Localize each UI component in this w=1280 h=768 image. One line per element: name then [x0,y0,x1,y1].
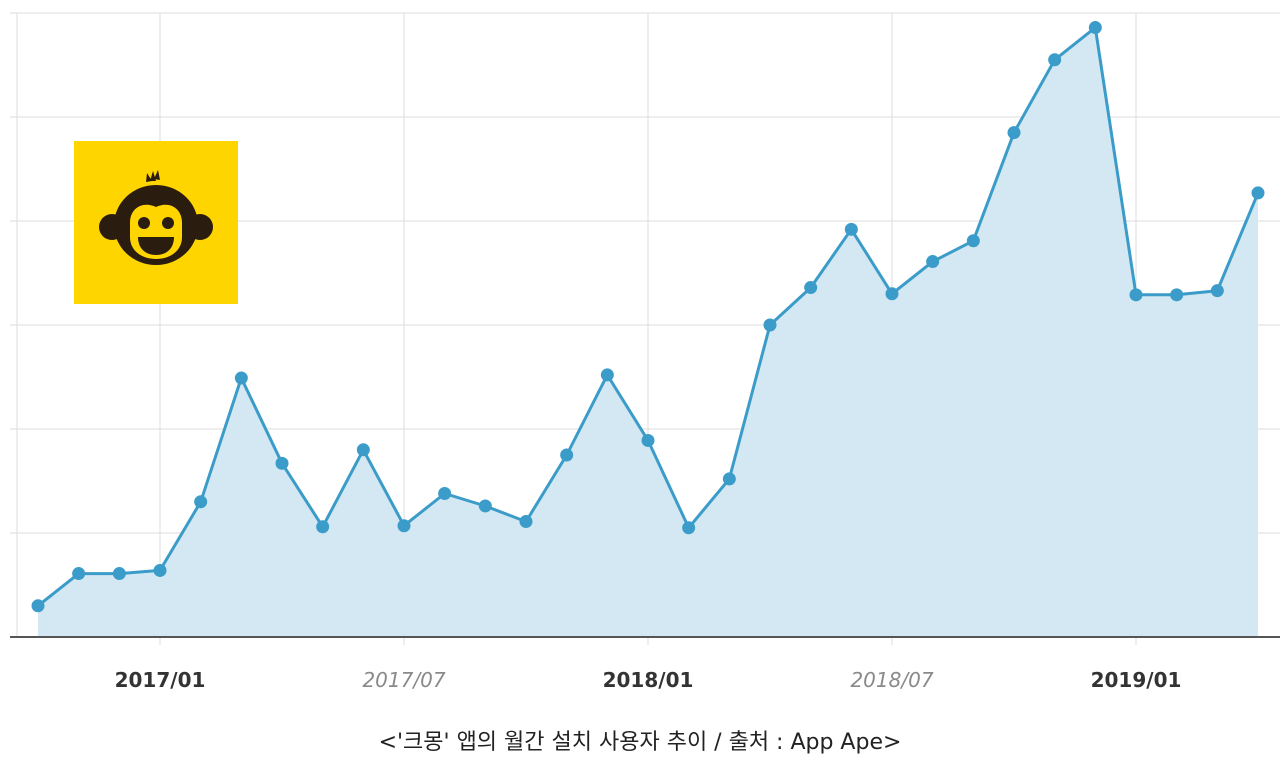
data-point [600,368,614,382]
data-point [1251,186,1265,200]
data-point [1007,126,1021,140]
x-tick-label: 2018/07 [850,668,933,692]
data-point [194,495,208,509]
data-points [31,21,1265,613]
x-tick-label: 2017/01 [115,668,206,692]
data-point [1170,288,1184,302]
data-point [682,521,696,535]
data-point [519,515,533,529]
data-point [397,519,411,533]
data-point [966,234,980,248]
data-point [275,456,289,470]
data-point [1088,21,1102,35]
data-point [234,371,248,385]
data-point [844,222,858,236]
data-point [1129,288,1143,302]
data-point [926,255,940,269]
area-fill [38,27,1258,638]
data-point [1210,284,1224,298]
data-point [316,520,330,534]
data-point [31,599,45,613]
data-point [356,443,370,457]
x-tick-labels: 2017/01 2017/07 2018/01 2018/07 2019/01 [115,668,1182,692]
data-point [1048,53,1062,67]
data-point [722,472,736,486]
monkey-face-icon [74,141,238,304]
data-point [885,287,899,301]
data-point [560,448,574,462]
install-trend-chart: 2017/01 2017/07 2018/01 2018/07 2019/01 [10,12,1280,692]
data-point [478,499,492,513]
data-point [763,318,777,332]
data-point [438,486,452,500]
data-point [112,567,126,581]
x-tick-label: 2019/01 [1091,668,1182,692]
x-tick-label: 2018/01 [603,668,694,692]
data-point [641,433,655,447]
chart-caption: <'크몽' 앱의 월간 설치 사용자 추이 / 출처 : App Ape> [378,730,902,755]
data-point [804,281,818,295]
data-point [153,563,167,577]
data-point [72,567,86,581]
x-tick-label: 2017/07 [362,668,445,692]
kmong-logo [74,141,238,304]
